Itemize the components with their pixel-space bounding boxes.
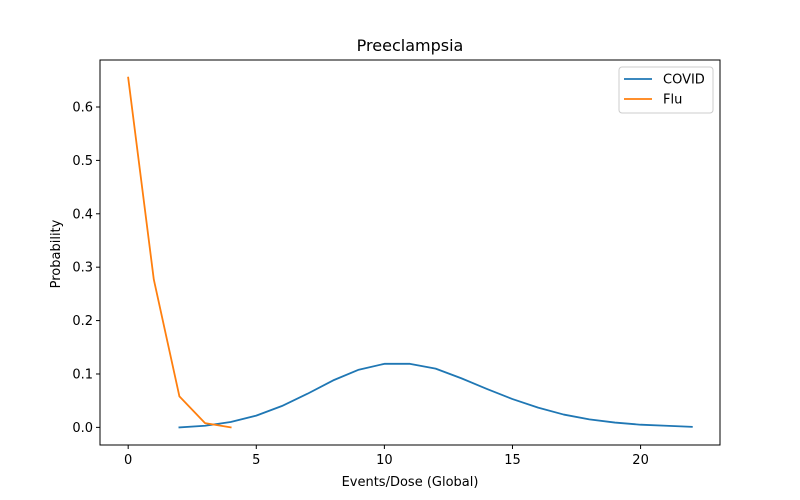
x-axis-label: Events/Dose (Global) <box>342 475 479 490</box>
series-line-covid <box>178 362 693 429</box>
y-tick-label: 0.5 <box>72 154 93 169</box>
y-tick-label: 0.4 <box>72 207 93 222</box>
legend-label-covid: COVID <box>663 73 705 88</box>
x-tick-label: 15 <box>504 453 521 468</box>
y-axis: 0.0 0.1 0.2 0.3 0.4 0.5 0.6 <box>72 100 100 436</box>
y-tick-label: 0.2 <box>72 314 93 329</box>
y-tick-label: 0.0 <box>72 421 93 436</box>
y-axis-label: Probability <box>49 219 64 288</box>
x-tick-label: 10 <box>376 453 393 468</box>
axes-frame <box>99 59 721 446</box>
x-tick-label: 5 <box>252 453 260 468</box>
legend-label-flu: Flu <box>663 93 682 108</box>
plot-area <box>99 59 721 446</box>
series-line-flu <box>127 76 232 429</box>
y-tick-label: 0.3 <box>72 261 93 276</box>
y-tick-label: 0.1 <box>72 367 93 382</box>
chart-title: Preeclampsia <box>357 36 464 55</box>
x-tick-label: 0 <box>124 453 132 468</box>
legend: COVID Flu <box>618 66 714 114</box>
y-tick-label: 0.6 <box>72 100 93 115</box>
x-tick-label: 20 <box>632 453 649 468</box>
x-axis: 0 5 10 15 20 <box>124 445 649 468</box>
